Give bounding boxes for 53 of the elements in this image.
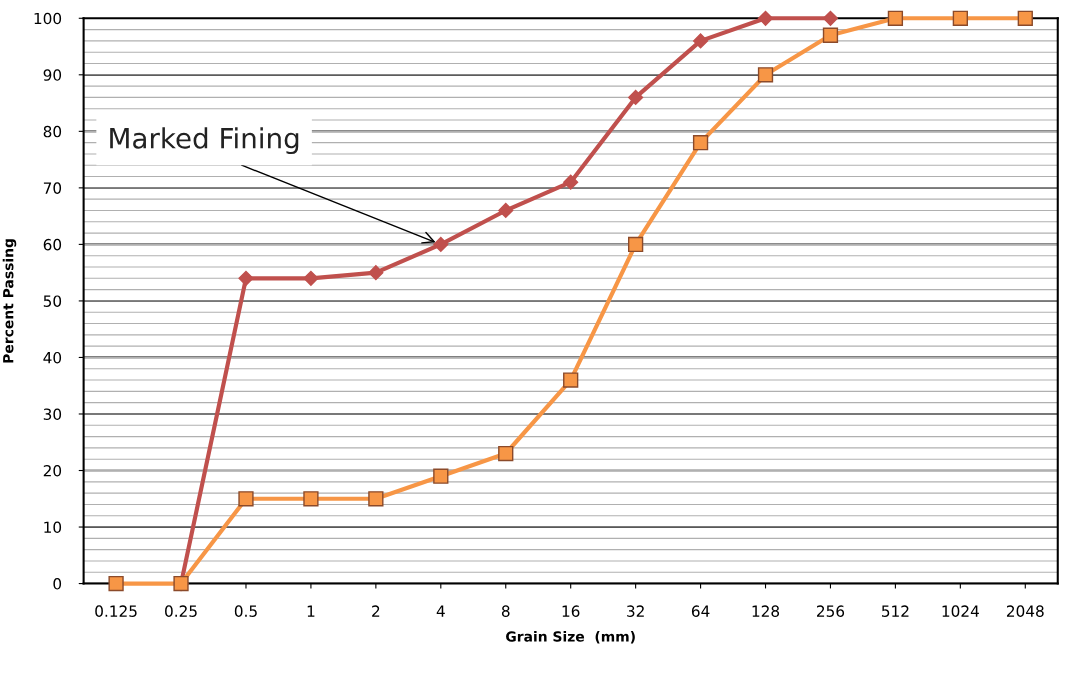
- point: [433, 468, 449, 484]
- x-axis-title: Grain Size (mm): [506, 631, 635, 644]
- y-tick-label: 100: [34, 12, 62, 25]
- point: [498, 445, 514, 462]
- point: [952, 10, 968, 26]
- point: [563, 372, 579, 388]
- x-tick-label: 0.5: [234, 605, 257, 617]
- x-tick-label: 32: [627, 605, 644, 617]
- x-tick-label: 16: [562, 605, 580, 617]
- point: [627, 236, 644, 253]
- point: [822, 27, 839, 43]
- point: [692, 135, 709, 151]
- y-axis-title: Percent Passing: [2, 239, 17, 363]
- point: [368, 491, 384, 507]
- y-tick-label: 40: [43, 351, 62, 364]
- y-tick-label: 50: [43, 295, 62, 307]
- point: [822, 10, 839, 26]
- point: [303, 270, 319, 286]
- point: [368, 265, 384, 281]
- point: [433, 236, 449, 252]
- point: [238, 491, 254, 507]
- y-tick-label: 0: [53, 578, 62, 590]
- x-tick-label: 2048: [1006, 605, 1044, 617]
- point: [628, 89, 644, 105]
- y-tick-label: 10: [44, 521, 62, 534]
- y-tick-label: 30: [43, 408, 62, 421]
- x-tick-label: 4: [436, 605, 445, 617]
- x-tick-label: 0.125: [95, 605, 137, 617]
- x-tick-label: 1024: [942, 605, 979, 617]
- x-tick-label: 2: [372, 605, 380, 617]
- y-tick-label: 90: [43, 69, 62, 81]
- x-tick-label: 64: [691, 605, 710, 617]
- x-tick-label: 0.25: [165, 605, 197, 617]
- point: [757, 67, 774, 83]
- point: [887, 10, 904, 26]
- point: [1017, 10, 1033, 26]
- x-tick-label: 128: [752, 605, 780, 617]
- point: [108, 575, 124, 592]
- point: [563, 174, 579, 190]
- point: [238, 270, 254, 286]
- point: [303, 491, 319, 507]
- y-tick-label: 60: [43, 238, 62, 251]
- y-tick-label: 20: [43, 464, 62, 477]
- annotation: Marked Fining: [110, 127, 299, 155]
- y-tick-label: 80: [43, 125, 62, 138]
- point: [757, 10, 774, 26]
- y-tick-label: 70: [43, 182, 62, 194]
- x-tick-label: 512: [882, 605, 909, 617]
- point: [498, 202, 514, 219]
- x-tick-label: 8: [501, 605, 510, 617]
- point: [693, 33, 709, 49]
- x-tick-label: 256: [817, 605, 845, 617]
- x-tick-label: 1: [307, 605, 315, 617]
